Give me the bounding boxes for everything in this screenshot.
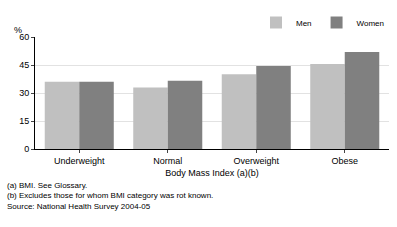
svg-text:Source: National Health Survey: Source: National Health Survey 2004-05 — [7, 202, 151, 211]
svg-text:(a) BMI. See Glossary.: (a) BMI. See Glossary. — [7, 181, 87, 190]
svg-text:15: 15 — [19, 116, 29, 126]
svg-text:Women: Women — [357, 19, 384, 28]
svg-text:0: 0 — [24, 144, 29, 154]
svg-text:Men: Men — [296, 19, 312, 28]
svg-text:Underweight: Underweight — [54, 156, 105, 166]
svg-text:60: 60 — [19, 32, 29, 42]
svg-text:Overweight: Overweight — [233, 156, 279, 166]
svg-text:(b) Excludes those for whom BM: (b) Excludes those for whom BMI category… — [7, 191, 213, 200]
svg-text:Obese: Obese — [331, 156, 358, 166]
svg-text:45: 45 — [19, 60, 29, 70]
svg-text:%: % — [14, 25, 22, 35]
svg-text:Normal: Normal — [153, 156, 182, 166]
svg-text:30: 30 — [19, 88, 29, 98]
svg-text:Body Mass Index (a)(b): Body Mass Index (a)(b) — [165, 168, 259, 178]
